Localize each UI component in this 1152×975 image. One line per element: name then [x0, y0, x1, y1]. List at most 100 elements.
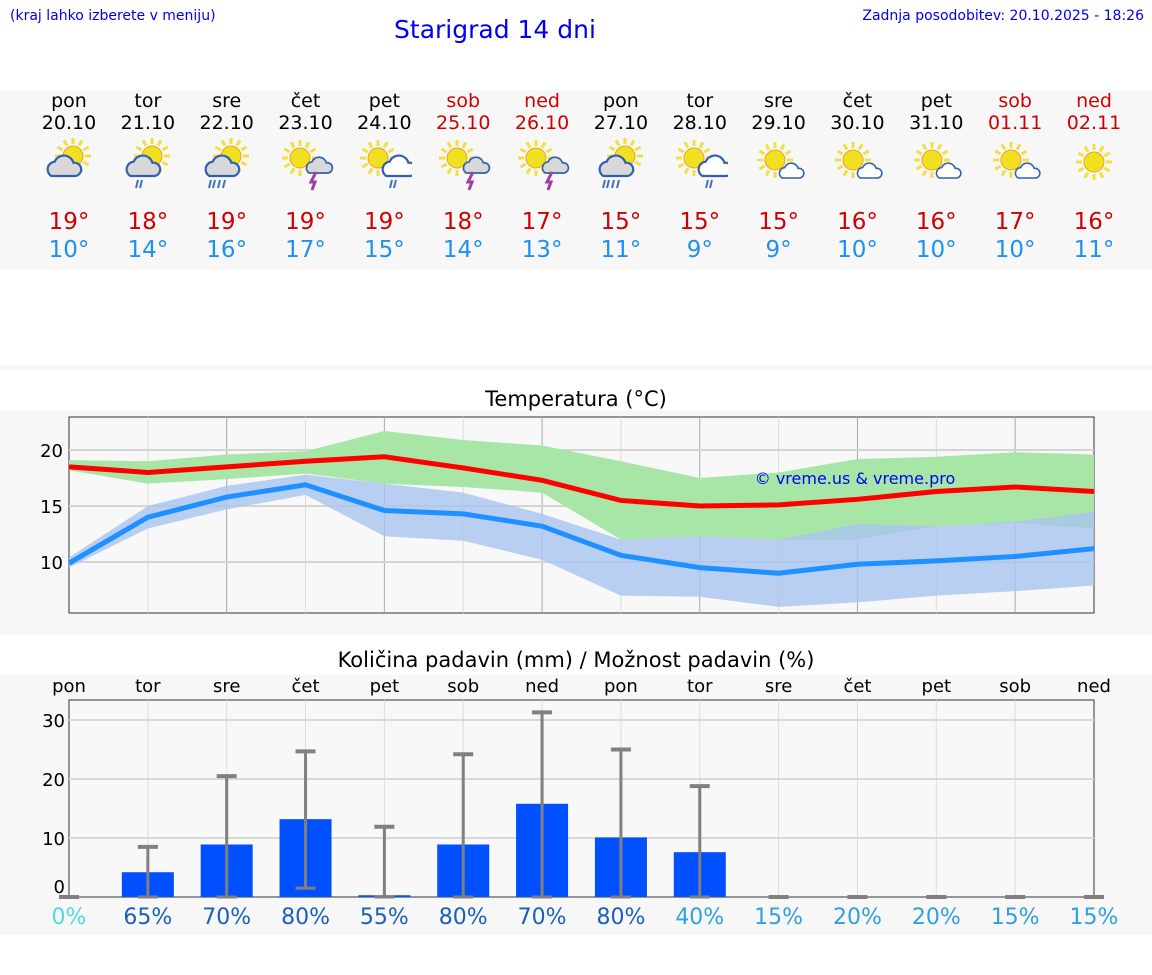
max-temp: 17°	[994, 209, 1036, 235]
sun-cloud-heavy-rain-icon	[598, 138, 643, 189]
day-date: 28.10	[672, 112, 727, 134]
y-tick-label: 15	[40, 497, 63, 518]
y-tick-label: 10	[40, 553, 63, 574]
day-name: pet	[368, 90, 400, 112]
precip-probability: 15%	[990, 905, 1040, 930]
precip-probability: 0%	[51, 905, 87, 930]
precip-day-label: čet	[843, 676, 872, 697]
max-temp: 17°	[521, 209, 563, 235]
min-temp: 9°	[686, 237, 713, 263]
day-date: 29.10	[751, 112, 806, 134]
max-temp: 16°	[1073, 209, 1115, 235]
day-column: tor 28.10 15° 9°	[655, 90, 745, 264]
precip-day-label: pon	[603, 676, 638, 697]
min-temp: 13°	[521, 237, 563, 263]
day-date: 22.10	[199, 112, 254, 134]
divider	[0, 365, 1152, 370]
day-column: pon 20.10 19° 10°	[24, 90, 114, 264]
day-name: čet	[842, 90, 873, 112]
last-update: Zadnja posodobitev: 20.10.2025 - 18:26	[862, 8, 1144, 24]
day-column: ned 02.11 16° 11°	[1049, 90, 1139, 264]
day-date: 26.10	[514, 112, 570, 134]
day-name: sre	[764, 90, 794, 112]
day-column: sre 29.10 15° 9°	[734, 90, 824, 264]
max-temp: 15°	[600, 209, 642, 235]
max-temp: 16°	[915, 209, 957, 235]
day-column: čet 23.10 19° 17°	[261, 90, 351, 264]
temp-line-max	[68, 454, 1095, 509]
min-temp: 10°	[994, 237, 1036, 263]
precip-day-label: sob	[999, 676, 1032, 697]
precip-day-label: pet	[369, 676, 400, 697]
max-temp: 16°	[837, 209, 878, 235]
precip-probability: 15%	[754, 905, 804, 930]
precipitation-chart-title: Količina padavin (mm) / Možnost padavin …	[337, 648, 815, 672]
day-column: pon 27.10 15° 11°	[576, 90, 666, 264]
sun-small-cloud-icon	[835, 142, 884, 179]
precip-probability: 80%	[281, 905, 330, 930]
location-hint-link[interactable]: (kraj lahko izberete v meniju)	[10, 8, 216, 24]
min-temp: 9°	[765, 237, 792, 263]
day-date: 23.10	[278, 112, 333, 134]
y-tick-label: 10	[42, 829, 65, 850]
sun-white-cloud-rain-icon	[675, 140, 728, 189]
precip-day-label: pon	[52, 676, 86, 697]
min-temp: 11°	[600, 237, 642, 263]
max-temp: 18°	[442, 209, 484, 235]
day-name: pon	[51, 90, 87, 112]
precip-probability: 15%	[1069, 905, 1119, 930]
day-name: sre	[212, 90, 242, 112]
sun-cloud-rain-icon	[125, 138, 170, 189]
max-temp: 19°	[363, 209, 405, 235]
max-temp: 19°	[285, 209, 326, 235]
day-column: tor 21.10 18° 14°	[103, 90, 193, 264]
min-temp: 17°	[285, 237, 326, 263]
day-column: pet 31.10 16° 10°	[891, 90, 981, 264]
precip-probability: 70%	[202, 905, 252, 930]
precip-day-label: tor	[687, 676, 713, 697]
max-temp: 15°	[679, 209, 721, 235]
day-column: sre 22.10 19° 16°	[182, 90, 272, 264]
sun-icon	[1076, 144, 1112, 180]
day-name: pon	[603, 90, 639, 112]
day-column: pet 24.10 19° 15°	[339, 90, 429, 264]
day-name: ned	[1076, 90, 1112, 112]
precip-probability: 20%	[911, 905, 961, 930]
day-date: 24.10	[357, 112, 412, 134]
day-name: tor	[134, 90, 162, 112]
day-column: čet 30.10 16° 10°	[812, 90, 902, 264]
precip-probability: 70%	[517, 905, 567, 930]
precip-day-label: ned	[525, 676, 560, 697]
day-date: 27.10	[593, 112, 649, 134]
min-temp: 15°	[363, 237, 405, 263]
day-column: ned 26.10 17° 13°	[497, 90, 587, 264]
daily-forecast-band	[0, 90, 1152, 270]
min-temp: 10°	[837, 237, 878, 263]
min-temp: 14°	[442, 237, 484, 263]
day-name: ned	[524, 90, 560, 112]
day-name: sob	[446, 90, 481, 112]
sun-small-cloud-icon	[993, 142, 1041, 179]
max-temp: 19°	[206, 209, 248, 235]
precip-day-label: sob	[447, 676, 480, 697]
precip-probability: 80%	[438, 905, 488, 930]
sun-small-cloud-icon	[914, 142, 962, 179]
sun-white-cloud-rain-icon	[360, 140, 413, 189]
sun-cloud-icon	[46, 138, 91, 178]
sun-thunderstorm-icon	[281, 140, 333, 191]
min-temp: 14°	[127, 237, 169, 263]
day-column: sob 25.10 18° 14°	[418, 90, 508, 264]
sun-thunderstorm-icon	[518, 140, 570, 191]
page-title: Starigrad 14 dni	[394, 15, 596, 44]
day-date: 30.10	[830, 112, 885, 134]
max-temp: 19°	[48, 209, 90, 235]
precip-probability: 40%	[675, 905, 725, 930]
precip-day-label: sre	[764, 676, 793, 697]
precip-day-label: pet	[921, 676, 952, 697]
day-name: čet	[290, 90, 321, 112]
sun-thunderstorm-icon	[439, 140, 491, 191]
temperature-chart-title: Temperatura (°C)	[485, 387, 667, 411]
min-temp: 10°	[48, 237, 90, 263]
y-tick-label: 20	[40, 441, 63, 462]
day-date: 20.10	[41, 112, 97, 134]
